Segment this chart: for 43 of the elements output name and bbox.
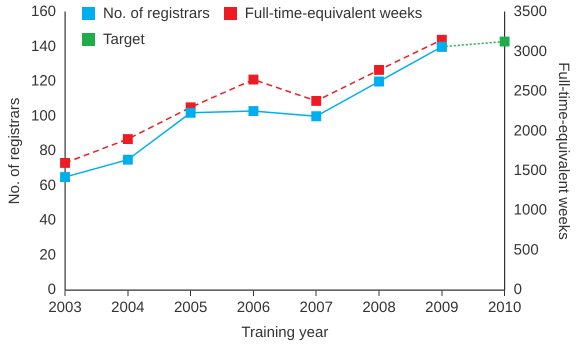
x-tick-label: 2007	[300, 299, 333, 316]
point	[374, 76, 384, 86]
y-tick-label: 40	[39, 212, 56, 229]
x-tick-label: 2003	[48, 299, 82, 316]
x-tick-label: 2005	[174, 299, 208, 316]
x-tick-label: 2006	[236, 299, 270, 316]
y-tick-label: 80	[39, 142, 56, 160]
y-tick-label: 0	[48, 281, 56, 298]
legend-label: Full-time-equivalent weeks	[244, 4, 422, 22]
point	[374, 65, 384, 75]
point	[311, 96, 322, 106]
legend-label: No. of registrars	[103, 4, 210, 22]
y2-tick-label: 2000	[514, 122, 548, 140]
point	[60, 158, 70, 168]
point	[311, 111, 322, 122]
x-tick-label: 2009	[425, 299, 459, 316]
x-axis-title: Training year	[241, 324, 328, 342]
y-tick-label: 60	[39, 176, 56, 194]
point	[248, 74, 258, 84]
point	[248, 106, 258, 116]
y-tick-label: 100	[30, 107, 56, 124]
legend-label: Target	[103, 30, 145, 48]
y2-axis-title: Full-time-equivalent weeks	[554, 62, 572, 240]
point	[500, 36, 510, 46]
y-tick-label: 140	[30, 38, 56, 55]
point	[122, 154, 133, 165]
y2-tick-label: 3000	[514, 42, 548, 60]
y2-tick-label: 3500	[514, 3, 548, 20]
y-axis-title: No. of registrars	[6, 98, 24, 204]
y2-tick-label: 500	[514, 241, 539, 258]
point	[186, 108, 196, 118]
point	[122, 134, 133, 144]
y2-tick-label: 1000	[514, 202, 548, 219]
y2-tick-label: 1500	[514, 162, 548, 179]
x-tick-label: 2004	[111, 299, 145, 316]
y-tick-label: 20	[39, 246, 56, 264]
x-tick-label: 2008	[362, 299, 396, 316]
y-tick-label: 120	[30, 72, 56, 90]
x-tick-label: 2010	[488, 299, 522, 316]
point	[60, 172, 70, 182]
y2-tick-label: 0	[514, 281, 522, 298]
y2-tick-label: 2500	[514, 82, 548, 100]
y-tick-label: 160	[30, 3, 56, 20]
